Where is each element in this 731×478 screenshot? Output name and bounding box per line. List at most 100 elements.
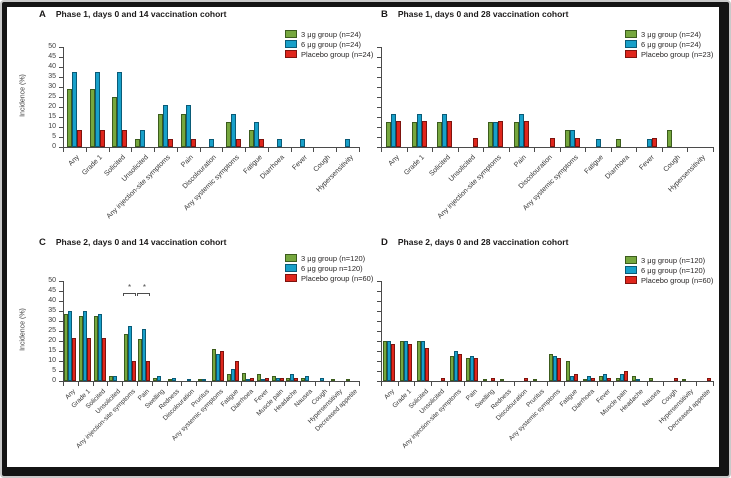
x-tick: [151, 382, 153, 386]
x-tick: [432, 148, 434, 152]
bar: [83, 311, 88, 381]
legend: 3 μg group (n=24) 6 μg group (n=24) Placeb…: [285, 29, 373, 59]
y-axis: [381, 281, 382, 382]
panel-a: A Phase 1, days 0 and 14 vaccination coh…: [15, 7, 374, 235]
bar: [399, 341, 404, 381]
bar: [345, 379, 350, 382]
bar: [66, 88, 72, 147]
bar: [453, 351, 458, 381]
y-tick-label: 35: [48, 307, 56, 314]
bar: [447, 121, 453, 147]
bar: [186, 379, 191, 382]
bar: [632, 376, 637, 381]
bar: [407, 344, 412, 381]
bar: [216, 354, 221, 381]
bar: [345, 138, 351, 147]
x-tick: [137, 382, 138, 386]
panel-d-letter: D: [381, 237, 388, 248]
bar: [646, 138, 652, 147]
y-tick: [59, 137, 63, 138]
x-tick: [580, 382, 582, 386]
bar: [518, 113, 524, 147]
y-tick: [377, 137, 381, 138]
y-tick: [59, 87, 63, 88]
panel-b-title: Phase 1, days 0 and 28 vaccination cohor…: [397, 9, 569, 19]
bar: [549, 138, 555, 147]
y-tick: [59, 301, 63, 302]
x-axis: [381, 147, 714, 148]
y-tick-label: 20: [48, 337, 56, 344]
legend-swatch-blue: [625, 40, 637, 48]
bar: [330, 379, 335, 382]
y-tick: [377, 331, 381, 332]
bar: [565, 130, 571, 147]
bar: [449, 356, 454, 381]
y-tick-label: 25: [48, 93, 56, 100]
bar: [523, 121, 529, 147]
bar: [290, 374, 295, 381]
y-tick-label: 40: [48, 63, 56, 70]
panel-d-header: D Phase 2, days 0 and 28 vaccination coh…: [367, 237, 725, 248]
x-tick: [713, 148, 714, 152]
panel-c: C Phase 2, days 0 and 14 vaccination coh…: [15, 235, 374, 467]
y-tick: [377, 57, 381, 58]
x-tick: [344, 382, 346, 386]
bar: [250, 377, 254, 381]
bar: [607, 377, 612, 381]
y-tick: [59, 281, 63, 282]
bar: [383, 341, 388, 381]
bar: [299, 138, 305, 147]
x-tick: [508, 148, 510, 152]
bar: [595, 138, 601, 147]
panel-c-title: Phase 2, days 0 and 14 vaccination cohor…: [55, 237, 227, 247]
x-tick: [63, 148, 64, 152]
y-tick: [377, 281, 381, 282]
bar: [72, 337, 77, 381]
bar: [112, 97, 118, 147]
y-tick: [59, 331, 63, 332]
bar: [553, 356, 558, 381]
x-tick: [92, 382, 94, 386]
bar: [275, 377, 280, 381]
y-tick: [377, 361, 381, 362]
bar: [416, 113, 422, 147]
plot-area-0: 0 5 10 15 20 25 30 35 40 45 50 Incidence (%) Any Grad…: [15, 7, 374, 235]
y-tick-label: 15: [48, 113, 56, 120]
bar: [582, 379, 587, 382]
bar: [403, 341, 408, 381]
y-tick-label: 45: [48, 287, 56, 294]
y-tick: [377, 127, 381, 128]
bar: [706, 377, 711, 381]
bar: [167, 138, 173, 147]
bar: [99, 130, 105, 147]
x-tick: [610, 148, 612, 152]
y-tick: [59, 381, 63, 382]
x-tick: [285, 382, 286, 386]
x-axis: [63, 381, 360, 382]
bar: [153, 377, 158, 381]
y-tick: [59, 311, 63, 312]
bar: [466, 357, 471, 381]
y-tick-label: 0: [52, 143, 56, 150]
x-tick: [646, 382, 648, 386]
panel-d: D Phase 2, days 0 and 28 vaccination coh…: [367, 235, 725, 467]
bar: [396, 121, 402, 147]
bar: [420, 341, 425, 381]
x-tick: [196, 382, 198, 386]
y-tick-label: 50: [48, 277, 56, 284]
x-tick: [457, 148, 459, 152]
x-tick: [131, 148, 133, 152]
bar: [619, 374, 624, 381]
x-tick: [585, 148, 587, 152]
x-tick: [661, 148, 663, 152]
bar: [474, 357, 479, 381]
legend-swatch-green: [625, 30, 637, 38]
x-tick: [255, 382, 257, 386]
y-tick-label: 25: [48, 327, 56, 334]
x-tick: [313, 148, 315, 152]
legend-item: Placebo group (n=23): [625, 49, 713, 59]
bar: [301, 377, 306, 381]
bar: [94, 316, 98, 381]
legend-label: Placebo group (n=23): [641, 49, 714, 59]
bar: [168, 379, 172, 382]
